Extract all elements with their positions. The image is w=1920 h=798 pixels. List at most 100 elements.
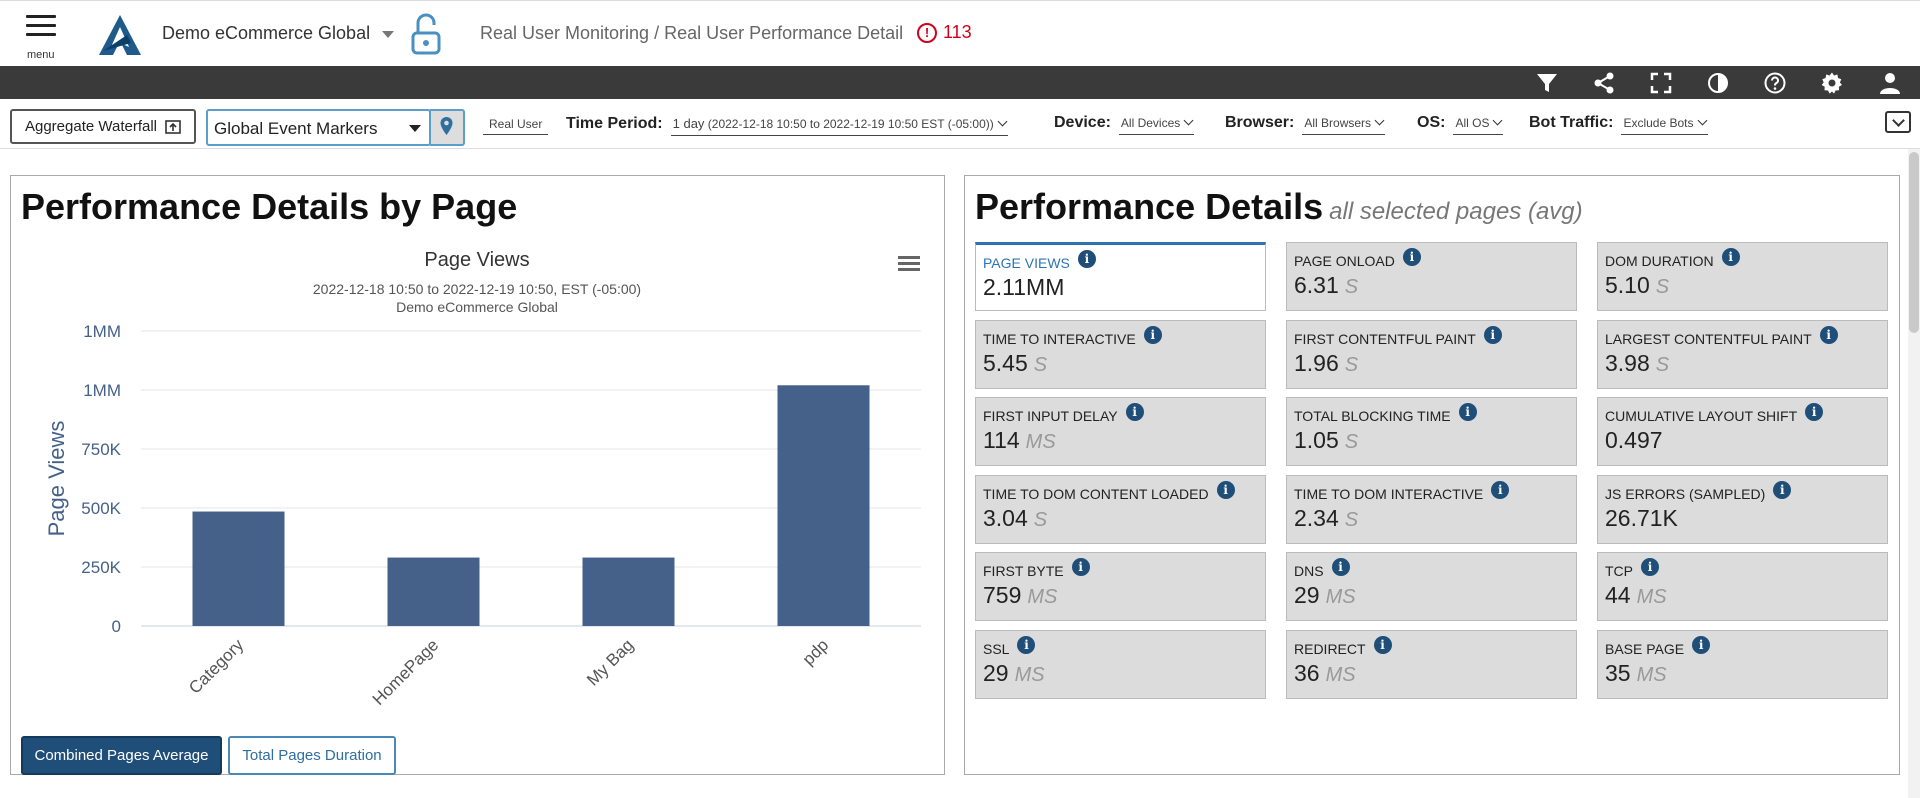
- device-label: Device:: [1054, 114, 1111, 131]
- info-icon[interactable]: i: [1077, 250, 1096, 268]
- real-user-toggle[interactable]: Real User: [483, 117, 549, 135]
- metric-tile[interactable]: BASE PAGE i 35 MS: [1597, 629, 1888, 699]
- chevron-down-icon: [997, 116, 1008, 127]
- info-icon[interactable]: i: [1071, 558, 1090, 576]
- x-tick-label: My Bag: [583, 635, 637, 689]
- metric-value: 3.98 S: [1605, 349, 1670, 376]
- metric-label: TCP i: [1605, 558, 1880, 580]
- app-header: menu Demo eCommerce Global Real User Mon…: [0, 0, 1920, 66]
- os-dropdown[interactable]: All OS: [1453, 114, 1504, 135]
- settings-gear-icon[interactable]: [1820, 71, 1844, 95]
- info-icon[interactable]: i: [1216, 480, 1235, 499]
- metric-tile[interactable]: DOM DURATION i 5.10 S: [1597, 242, 1888, 311]
- info-icon[interactable]: i: [1483, 325, 1502, 344]
- chevron-down-icon: [1697, 115, 1707, 126]
- share-icon[interactable]: [1592, 71, 1616, 95]
- metric-tile[interactable]: PAGE VIEWS i 2.11MM: [975, 242, 1266, 311]
- time-period-label: Time Period:: [566, 115, 663, 132]
- alert-indicator[interactable]: ! 113: [917, 22, 972, 43]
- chart-menu-icon[interactable]: [898, 256, 920, 272]
- metric-value: 26.71K: [1605, 504, 1678, 531]
- metric-unit: MS: [1027, 586, 1058, 608]
- metric-tile[interactable]: PAGE ONLOAD i 6.31 S: [1286, 242, 1577, 311]
- bot-traffic-filter: Bot Traffic: Exclude Bots: [1529, 114, 1708, 135]
- metric-tile[interactable]: FIRST CONTENTFUL PAINT i 1.96 S: [1286, 319, 1577, 389]
- bot-traffic-label: Bot Traffic:: [1529, 114, 1614, 131]
- unlocked-icon[interactable]: [410, 13, 442, 57]
- fullscreen-icon[interactable]: [1649, 71, 1673, 95]
- collapse-filters-button[interactable]: [1885, 111, 1911, 133]
- metric-value: 36 MS: [1294, 659, 1356, 686]
- metric-tile[interactable]: TCP i 44 MS: [1597, 552, 1888, 621]
- browser-dropdown[interactable]: All Browsers: [1302, 114, 1386, 135]
- metric-tile[interactable]: SSL i 29 MS: [975, 629, 1266, 699]
- x-tick-label: Category: [185, 635, 248, 698]
- combined-pages-average-button[interactable]: Combined Pages Average: [21, 736, 222, 775]
- chevron-down-icon: [1183, 115, 1194, 126]
- user-icon[interactable]: [1878, 71, 1902, 95]
- chart-title: Page Views: [424, 249, 529, 271]
- metric-tile[interactable]: REDIRECT i 36 MS: [1286, 629, 1577, 699]
- chevron-down-icon: [1374, 115, 1385, 126]
- metric-value: 5.10 S: [1605, 272, 1670, 298]
- total-pages-duration-button[interactable]: Total Pages Duration: [228, 736, 396, 775]
- metric-value: 759 MS: [983, 582, 1058, 608]
- metric-value: 1.05 S: [1294, 427, 1359, 453]
- filter-icon[interactable]: [1535, 71, 1559, 95]
- metric-tile[interactable]: CUMULATIVE LAYOUT SHIFT i 0.497: [1597, 397, 1888, 466]
- metric-tile[interactable]: FIRST INPUT DELAY i 114 MS: [975, 397, 1266, 466]
- event-markers-select[interactable]: Global Event Markers: [206, 109, 431, 146]
- info-icon[interactable]: i: [1458, 403, 1477, 421]
- metric-label: CUMULATIVE LAYOUT SHIFT i: [1605, 403, 1880, 425]
- info-icon[interactable]: i: [1819, 325, 1838, 344]
- map-pin-button[interactable]: [430, 109, 465, 146]
- aggregate-waterfall-button[interactable]: Aggregate Waterfall: [10, 109, 196, 144]
- metric-unit: MS: [1636, 586, 1667, 608]
- metric-value: 35 MS: [1605, 659, 1667, 686]
- tenant-dropdown-caret-icon[interactable]: [382, 31, 394, 38]
- metric-label: TIME TO DOM CONTENT LOADED i: [983, 480, 1258, 503]
- info-icon[interactable]: i: [1491, 480, 1510, 499]
- y-tick-label: 1MM: [83, 322, 121, 341]
- info-icon[interactable]: i: [1331, 558, 1350, 576]
- metric-label: PAGE VIEWS i: [983, 250, 1258, 272]
- metric-unit: S: [1655, 276, 1670, 298]
- metric-value: 6.31 S: [1294, 272, 1359, 298]
- contrast-icon[interactable]: [1706, 71, 1730, 95]
- metric-value: 44 MS: [1605, 582, 1667, 608]
- help-icon[interactable]: [1763, 71, 1787, 95]
- info-icon[interactable]: i: [1721, 248, 1740, 266]
- info-icon[interactable]: i: [1805, 403, 1824, 421]
- metric-tile[interactable]: FIRST BYTE i 759 MS: [975, 552, 1266, 621]
- metric-tile[interactable]: TOTAL BLOCKING TIME i 1.05 S: [1286, 397, 1577, 466]
- bot-traffic-dropdown[interactable]: Exclude Bots: [1621, 114, 1708, 135]
- metric-tile[interactable]: TIME TO DOM INTERACTIVE i 2.34 S: [1286, 474, 1577, 544]
- info-icon[interactable]: i: [1373, 635, 1392, 654]
- device-dropdown[interactable]: All Devices: [1118, 114, 1195, 135]
- browser-filter: Browser: All Browsers: [1225, 114, 1386, 135]
- info-icon[interactable]: i: [1402, 248, 1421, 266]
- bar: [387, 557, 480, 626]
- info-icon[interactable]: i: [1125, 403, 1144, 421]
- metric-label: BASE PAGE i: [1605, 635, 1880, 658]
- info-icon[interactable]: i: [1641, 558, 1659, 576]
- chevron-down-icon: [1493, 115, 1503, 126]
- info-icon[interactable]: i: [1773, 480, 1792, 499]
- metric-unit: MS: [1325, 586, 1356, 608]
- metric-label: DOM DURATION i: [1605, 248, 1880, 270]
- map-pin-icon: [440, 117, 453, 135]
- metric-tile[interactable]: DNS i 29 MS: [1286, 552, 1577, 621]
- tenant-name[interactable]: Demo eCommerce Global: [162, 23, 371, 43]
- info-icon[interactable]: i: [1143, 325, 1162, 344]
- time-period-filter: Time Period: 1 day (2022-12-18 10:50 to …: [566, 114, 1008, 136]
- metric-tile[interactable]: TIME TO INTERACTIVE i 5.45 S: [975, 319, 1266, 389]
- time-period-dropdown[interactable]: 1 day (2022-12-18 10:50 to 2022-12-19 10…: [670, 114, 1008, 136]
- metric-tile[interactable]: LARGEST CONTENTFUL PAINT i 3.98 S: [1597, 319, 1888, 389]
- info-icon[interactable]: i: [1017, 635, 1036, 654]
- info-icon[interactable]: i: [1692, 635, 1711, 654]
- menu-button[interactable]: menu: [26, 15, 58, 61]
- metric-tile[interactable]: JS ERRORS (SAMPLED) i 26.71K: [1597, 474, 1888, 544]
- scrollbar-thumb[interactable]: [1909, 152, 1919, 333]
- metric-tile[interactable]: TIME TO DOM CONTENT LOADED i 3.04 S: [975, 474, 1266, 544]
- y-tick-label: 250K: [81, 558, 121, 577]
